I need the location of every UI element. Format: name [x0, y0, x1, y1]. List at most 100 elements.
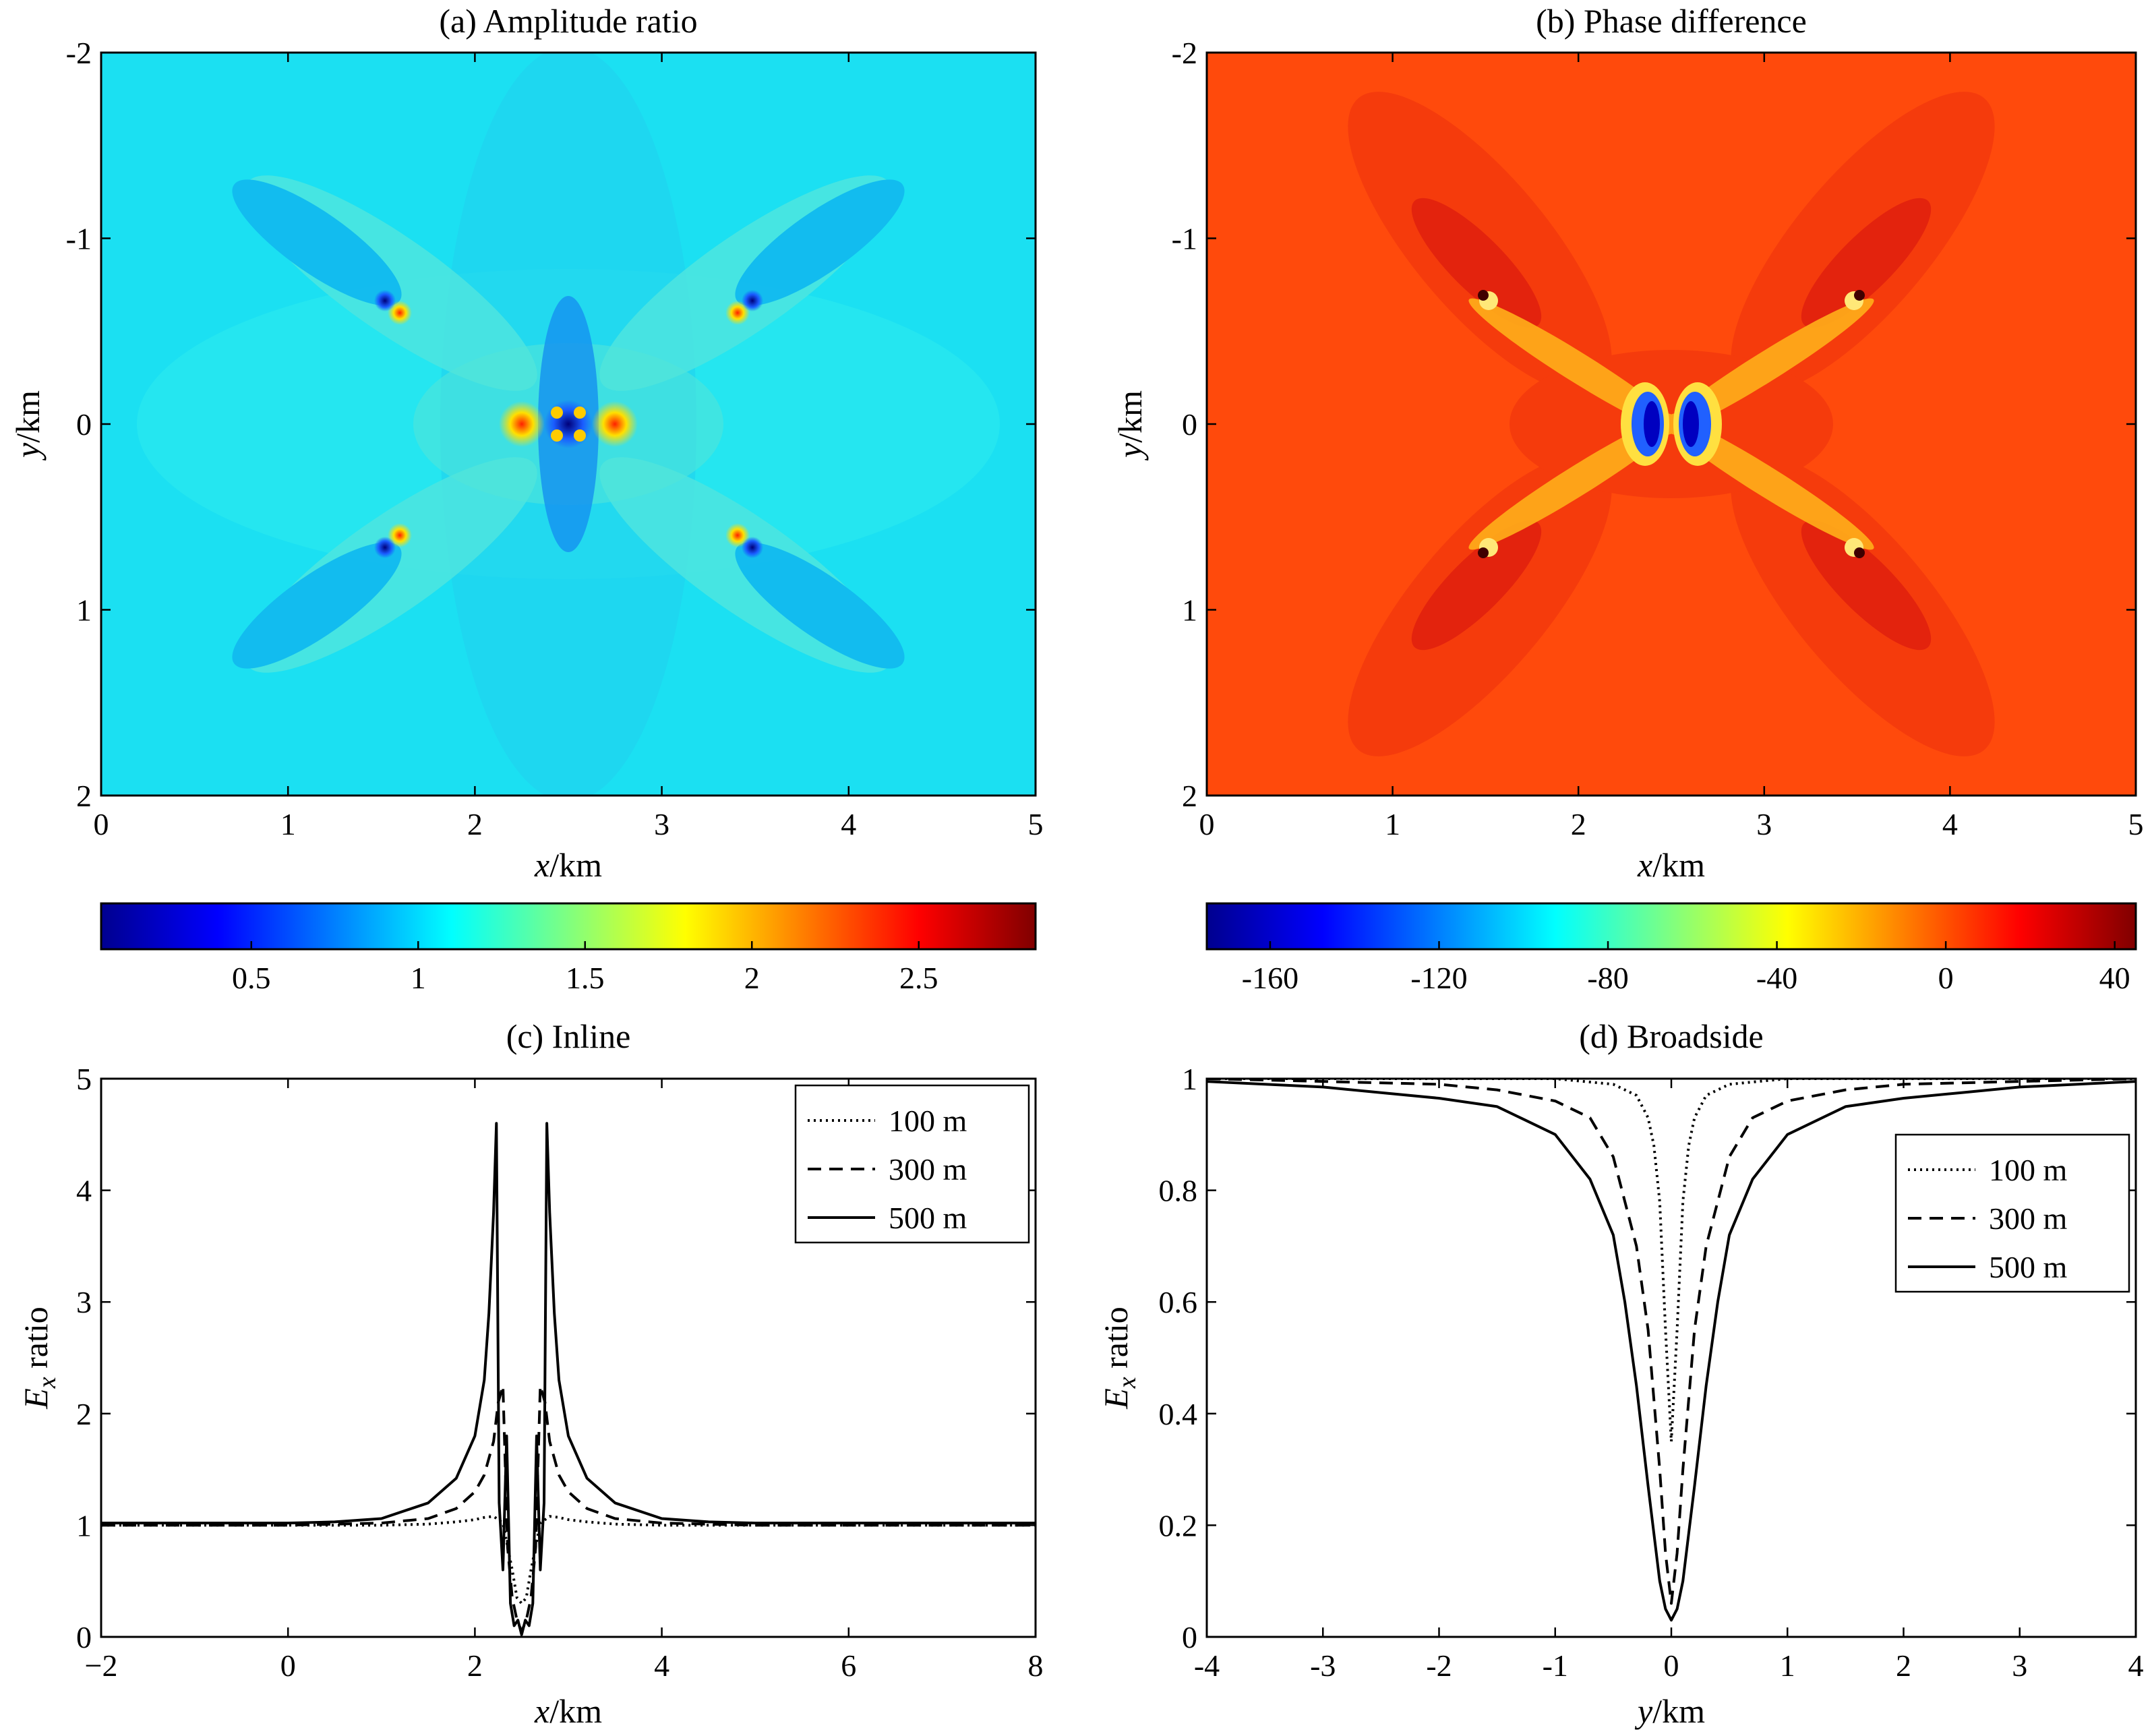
panel-b-ytick-label: 2	[1182, 779, 1197, 813]
panel-d-xtick-label: 0	[1664, 1648, 1679, 1683]
panel-d-legend-label-300m: 300 m	[1989, 1201, 2068, 1236]
panel-b-colorbar-tick-label: 40	[2099, 961, 2130, 995]
panel-d-xlabel: y/km	[1634, 1692, 1705, 1730]
panel-b-axes: 0 1 2 3 4 5 -2 -1 0 1 2	[1172, 36, 2144, 841]
panel-c-title: (c) Inline	[506, 1017, 631, 1055]
panel-d-ytick-label: 0	[1182, 1620, 1197, 1654]
panel-c-ytick-label: 4	[76, 1174, 92, 1208]
panel-d-ytick-label: 0.4	[1159, 1397, 1198, 1431]
panel-b-colorbar-tick-label: -120	[1410, 961, 1467, 995]
panel-b-xtick-label: 5	[2128, 807, 2144, 841]
panel-d-ytick-label: 0.2	[1159, 1508, 1198, 1543]
panel-a-ytick-label: 0	[76, 407, 92, 442]
panel-a-ytick-label: 2	[76, 779, 92, 813]
panel-a-ytick-label: -2	[66, 36, 92, 70]
panel-c-legend-label-500m: 500 m	[889, 1201, 967, 1235]
panel-b-xtick-label: 1	[1385, 807, 1400, 841]
panel-d-series-line-500m	[1207, 1080, 2136, 1622]
panel-b-ytick-label: -1	[1172, 222, 1197, 256]
panel-c-ytick-label: 3	[76, 1285, 92, 1319]
panel-c-legend: 100 m 300 m 500 m	[794, 1084, 1030, 1244]
panel-a-colorbar-bar	[100, 902, 1037, 951]
panel-c-xtick-label: 6	[841, 1648, 856, 1683]
panel-a-axes: 0 1 2 3 4 5 -2 -1 0 1 2	[66, 36, 1044, 841]
panel-c-ytick-label: 5	[76, 1062, 92, 1096]
panel-b-ytick-label: 1	[1182, 593, 1197, 628]
panel-b-colorbar-tick-label: -80	[1587, 961, 1628, 995]
panel-a-xtick-label: 4	[841, 807, 856, 841]
panel-c-ytick-label: 1	[76, 1508, 92, 1543]
panel-a-colorbar-tick-label: 2	[744, 961, 760, 995]
panel-d-axes: -4 -3 -2 -1 0 1 2 3 4 0 0.2 0.4 0.6 0.8 1	[1159, 1062, 2144, 1683]
panel-b-colorbar-bar	[1205, 902, 2137, 951]
panel-c-xtick-label: 0	[280, 1648, 296, 1683]
panel-d-series-line-100m	[1207, 1079, 2136, 1443]
panel-b-colorbar-tick-label: -160	[1242, 961, 1298, 995]
panel-c-xtick-label: 8	[1028, 1648, 1044, 1683]
panel-a-colorbar-tick-label: 1	[411, 961, 426, 995]
panel-b-ylabel: y/km	[1111, 390, 1149, 461]
panel-b-features	[1478, 290, 1865, 558]
panel-d-xtick-label: 4	[2128, 1648, 2144, 1683]
panel-b-ytick-label: -2	[1172, 36, 1197, 70]
panel-c-ytick-label: 2	[76, 1397, 92, 1431]
panel-c-xlabel: x/km	[534, 1692, 602, 1730]
panel-a-colorbar-tick-label: 0.5	[232, 961, 271, 995]
panel-a-xtick-label: 3	[654, 807, 669, 841]
panel-a-xtick-label: 0	[94, 807, 109, 841]
panel-b-xtick-label: 3	[1756, 807, 1772, 841]
panel-d-legend: 100 m 300 m 500 m	[1894, 1133, 2130, 1293]
panel-a-colorbar-tick-label: 1.5	[566, 961, 605, 995]
panel-b-colorbar: -160 -120 -80 -40 0 40	[1205, 902, 2137, 995]
panel-b-xtick-label: 2	[1571, 807, 1586, 841]
panel-a-ytick-label: -1	[66, 222, 92, 256]
panel-d-ytick-label: 0.8	[1159, 1174, 1198, 1208]
panel-d-legend-label-100m: 100 m	[1989, 1153, 2068, 1187]
panel-a-xtick-label: 5	[1028, 807, 1044, 841]
panel-d-title: (d) Broadside	[1579, 1017, 1764, 1055]
panel-a-ytick-label: 1	[76, 593, 92, 628]
panel-b-title: (b) Phase difference	[1536, 2, 1807, 40]
panel-c-xtick-label: 4	[654, 1648, 669, 1683]
panel-c-ylabel: Ex ratio	[17, 1307, 61, 1410]
panel-d-ylabel: Ex ratio	[1097, 1307, 1141, 1410]
panel-b-xtick-label: 4	[1942, 807, 1958, 841]
panel-d-ytick-label: 1	[1182, 1062, 1197, 1096]
panel-a: (a) Amplitude ratio	[9, 2, 1044, 995]
panel-c-series	[101, 1122, 1036, 1636]
panel-c-series-line-300m	[101, 1384, 1036, 1633]
panel-c-series-line-500m	[101, 1122, 1036, 1636]
panel-c-ytick-label: 0	[76, 1620, 92, 1654]
panel-a-title: (a) Amplitude ratio	[439, 2, 697, 40]
panel-c-xtick-label: 2	[467, 1648, 483, 1683]
panel-d-xtick-label: -1	[1543, 1648, 1568, 1683]
panel-a-colorbar: 0.5 1 1.5 2 2.5	[100, 902, 1037, 995]
panel-a-xtick-label: 1	[280, 807, 296, 841]
panel-a-xtick-label: 2	[467, 807, 483, 841]
panel-d-legend-label-500m: 500 m	[1989, 1250, 2068, 1284]
panel-c-xtick-label: −2	[85, 1648, 118, 1683]
panel-d-ytick-label: 0.6	[1159, 1285, 1198, 1319]
panel-d-xtick-label: 1	[1780, 1648, 1795, 1683]
panel-c-legend-label-100m: 100 m	[889, 1104, 967, 1138]
panel-a-xlabel: x/km	[534, 846, 602, 884]
panel-b: (b) Phase difference	[1111, 2, 2144, 995]
panel-d-series	[1207, 1079, 2136, 1622]
panel-d-series-line-300m	[1207, 1079, 2136, 1605]
panel-d-xtick-label: -3	[1310, 1648, 1336, 1683]
panel-b-ytick-label: 0	[1182, 407, 1197, 442]
panel-d: (d) Broadside -4 -3 -2 -1 0 1 2 3 4 0 0.2 0.4 0.6 0.8…	[1097, 1017, 2144, 1730]
panel-b-xtick-label: 0	[1199, 807, 1215, 841]
panel-b-xlabel: x/km	[1637, 846, 1705, 884]
panel-d-xtick-label: 2	[1896, 1648, 1911, 1683]
panel-a-features	[374, 290, 763, 558]
panel-b-heatmap	[1207, 53, 2136, 796]
panel-d-xtick-label: -4	[1194, 1648, 1220, 1683]
panel-b-colorbar-tick-label: 0	[1938, 961, 1954, 995]
panel-d-xtick-label: -2	[1426, 1648, 1452, 1683]
panel-c-legend-label-300m: 300 m	[889, 1152, 967, 1187]
panel-a-colorbar-tick-label: 2.5	[899, 961, 938, 995]
